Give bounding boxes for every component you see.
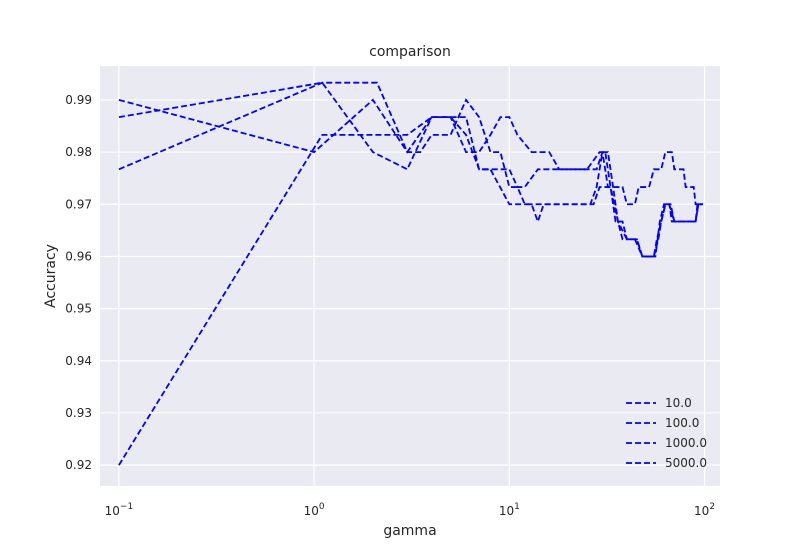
- x-tick-label: 100: [304, 502, 325, 518]
- legend: 10.0 100.0 1000.0 5000.0: [626, 396, 707, 470]
- y-tick-labels: 0.92 0.93 0.94 0.95 0.96 0.97 0.98 0.99: [65, 93, 92, 472]
- plot-background: [100, 66, 720, 486]
- y-tick-label: 0.98: [65, 145, 92, 159]
- legend-label: 1000.0: [665, 436, 707, 450]
- chart-title: comparison: [369, 44, 451, 60]
- y-tick-label: 0.93: [65, 406, 92, 420]
- legend-label: 100.0: [665, 416, 699, 430]
- y-axis-label: Accuracy: [43, 244, 59, 308]
- y-tick-label: 0.95: [65, 302, 92, 316]
- series-line-4: [118, 116, 703, 466]
- y-tick-label: 0.97: [65, 197, 92, 211]
- series-line-3: [118, 81, 703, 206]
- grid: [100, 66, 720, 486]
- x-tick-label: 102: [694, 502, 715, 518]
- legend-label: 10.0: [665, 396, 692, 410]
- y-tick-label: 0.99: [65, 93, 92, 107]
- y-tick-label: 0.92: [65, 458, 92, 472]
- series-lines: [118, 81, 703, 466]
- series-line-2: [118, 98, 703, 258]
- x-tick-labels: 10−1 100 101 102: [105, 502, 715, 518]
- legend-label: 5000.0: [665, 456, 707, 470]
- x-tick-label: 10−1: [105, 502, 134, 518]
- x-tick-label: 101: [499, 502, 520, 518]
- x-axis-label: gamma: [383, 523, 436, 539]
- series-line-1: [118, 81, 703, 258]
- y-tick-label: 0.94: [65, 354, 92, 368]
- y-tick-label: 0.96: [65, 249, 92, 263]
